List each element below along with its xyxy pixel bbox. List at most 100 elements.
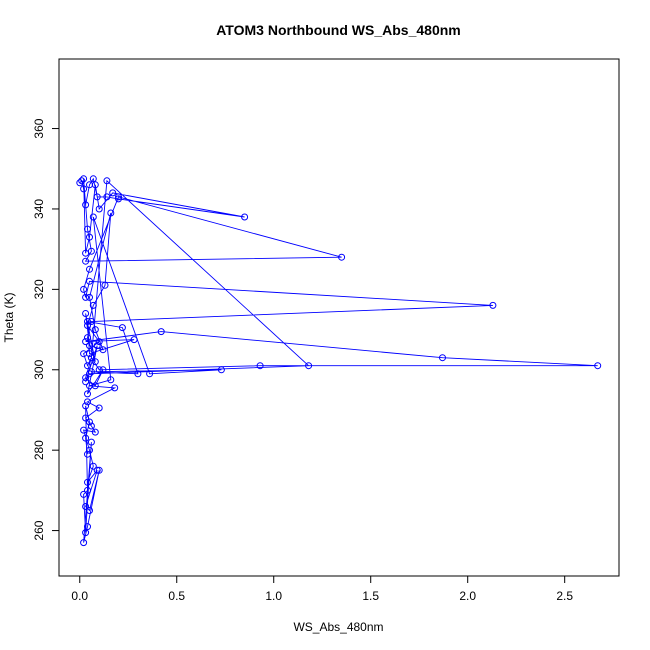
data-point — [594, 362, 602, 370]
data-point — [91, 428, 99, 436]
data-point — [95, 404, 103, 412]
data-point — [101, 281, 109, 289]
data-point — [87, 247, 95, 255]
data-point — [84, 322, 91, 329]
data-point — [95, 205, 103, 213]
data-point — [146, 370, 154, 378]
data-point — [95, 338, 103, 346]
data-point — [87, 354, 95, 362]
x-tick-label: 2.5 — [556, 589, 573, 603]
data-point — [89, 213, 97, 221]
data-point — [489, 301, 497, 309]
data-point — [107, 209, 115, 217]
data-point — [91, 358, 99, 366]
data-point — [95, 366, 103, 374]
data-point — [95, 466, 103, 474]
data-point — [99, 346, 107, 354]
data-point — [84, 225, 91, 233]
data-point — [111, 384, 119, 392]
data-point — [86, 418, 93, 426]
data-point — [78, 177, 86, 185]
data-point — [107, 376, 115, 384]
y-tick-label: 360 — [32, 118, 46, 138]
data-point — [86, 265, 93, 273]
data-point — [82, 374, 90, 382]
data-point — [84, 362, 91, 370]
y-tick-label: 320 — [32, 279, 46, 299]
data-point — [82, 414, 90, 422]
data-point — [76, 179, 84, 187]
data-point — [82, 293, 90, 301]
data-point — [439, 354, 446, 362]
y-axis: 260 280 300 320 340 360 — [32, 118, 60, 541]
x-axis: 0.0 0.5 1.0 1.5 2.0 2.5 — [71, 575, 573, 603]
data-point — [305, 362, 313, 370]
data-point — [82, 529, 90, 537]
data-point — [84, 450, 91, 458]
data-point — [93, 193, 101, 201]
data-point — [118, 324, 126, 332]
y-tick-label: 300 — [32, 359, 46, 379]
data-point — [84, 523, 91, 531]
data-point — [91, 181, 99, 189]
data-point — [86, 370, 93, 378]
data-point — [89, 301, 97, 309]
y-tick-label: 260 — [32, 520, 46, 540]
series-layer — [76, 175, 602, 547]
x-tick-label: 1.0 — [265, 589, 282, 603]
data-point — [91, 326, 99, 334]
x-tick-label: 0.0 — [71, 589, 88, 603]
data-point — [82, 257, 90, 265]
data-point — [134, 370, 142, 378]
data-point — [84, 398, 91, 406]
data-point — [82, 310, 90, 317]
data-point — [84, 334, 91, 342]
data-point — [80, 175, 88, 183]
data-point — [86, 233, 93, 241]
data-point — [86, 382, 93, 390]
data-point — [115, 193, 122, 201]
data-point — [80, 539, 88, 547]
y-tick-label: 340 — [32, 199, 46, 219]
data-point — [82, 434, 90, 442]
data-point — [109, 189, 117, 197]
data-point — [130, 336, 138, 344]
data-point — [82, 338, 90, 346]
chart-title: ATOM3 Northbound WS_Abs_480nm — [216, 22, 461, 38]
data-point — [86, 446, 93, 454]
data-point — [86, 277, 93, 285]
y-tick-label: 280 — [32, 440, 46, 460]
x-tick-label: 2.0 — [459, 589, 476, 603]
data-point — [89, 175, 97, 183]
x-axis-label: WS_Abs_480nm — [293, 620, 383, 634]
data-point — [93, 466, 101, 474]
data-point — [82, 378, 90, 386]
data-point — [87, 368, 95, 376]
data-point — [82, 402, 90, 410]
data-point — [86, 507, 93, 514]
data-point — [84, 390, 91, 398]
data-point — [86, 342, 93, 350]
data-point — [86, 350, 93, 358]
data-point — [103, 177, 111, 185]
data-point — [87, 438, 95, 446]
data-point — [82, 503, 90, 510]
x-tick-label: 1.5 — [362, 589, 379, 603]
data-point — [80, 285, 88, 293]
data-point — [99, 366, 107, 374]
data-point — [157, 328, 165, 336]
data-point — [103, 193, 111, 201]
data-point — [89, 462, 97, 470]
data-point — [80, 426, 88, 434]
series-line — [79, 177, 598, 543]
data-point — [84, 318, 91, 325]
x-tick-label: 0.5 — [168, 589, 185, 603]
data-point — [87, 422, 95, 430]
data-point — [80, 185, 88, 193]
data-point — [256, 362, 264, 370]
data-point — [338, 253, 346, 261]
data-point — [217, 366, 225, 374]
data-point — [241, 213, 249, 221]
